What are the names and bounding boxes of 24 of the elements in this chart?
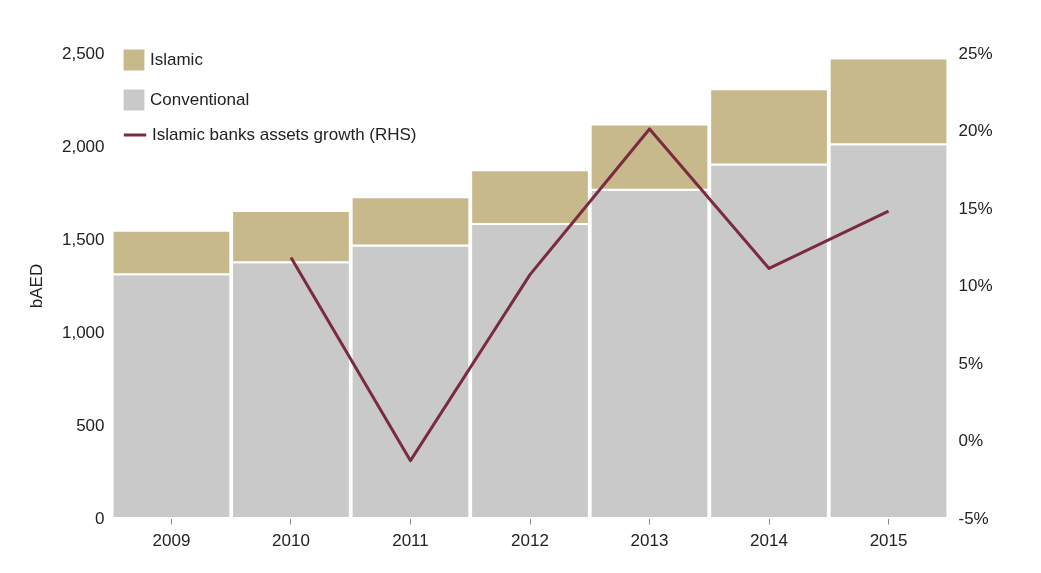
y2-tick-label: 10% xyxy=(958,276,993,295)
x-tick-label: 2010 xyxy=(272,530,310,550)
y2-tick-label: 25% xyxy=(958,43,993,63)
x-tick-label: 2015 xyxy=(869,530,908,550)
y-axis-title: bAED xyxy=(26,263,46,309)
x-tick-label: 2011 xyxy=(392,530,429,550)
x-tick-label: 2013 xyxy=(630,530,669,550)
y-tick-label: 2,000 xyxy=(61,136,105,156)
y-tick-label: 500 xyxy=(76,415,105,435)
legend-label: Islamic xyxy=(150,50,204,69)
y-tick-label: 0 xyxy=(95,508,105,528)
x-tick-label: 2014 xyxy=(750,530,788,550)
x-tick-label: 2009 xyxy=(152,530,191,550)
y2-tick-label: 20% xyxy=(958,121,993,140)
y-tick-label: 1,000 xyxy=(61,322,105,342)
x-tick-label: 2012 xyxy=(511,530,549,550)
y-tick-label: 1,500 xyxy=(61,229,105,249)
y2-tick-label: 0% xyxy=(958,431,984,450)
y-tick-label: 2,500 xyxy=(61,43,105,63)
legend-label: Conventional xyxy=(150,90,250,109)
y2-tick-label: 5% xyxy=(958,353,984,373)
legend-label: Islamic banks assets growth (RHS) xyxy=(152,125,417,144)
y2-tick-label: 15% xyxy=(958,198,993,218)
y2-tick-label: -5% xyxy=(958,508,989,528)
